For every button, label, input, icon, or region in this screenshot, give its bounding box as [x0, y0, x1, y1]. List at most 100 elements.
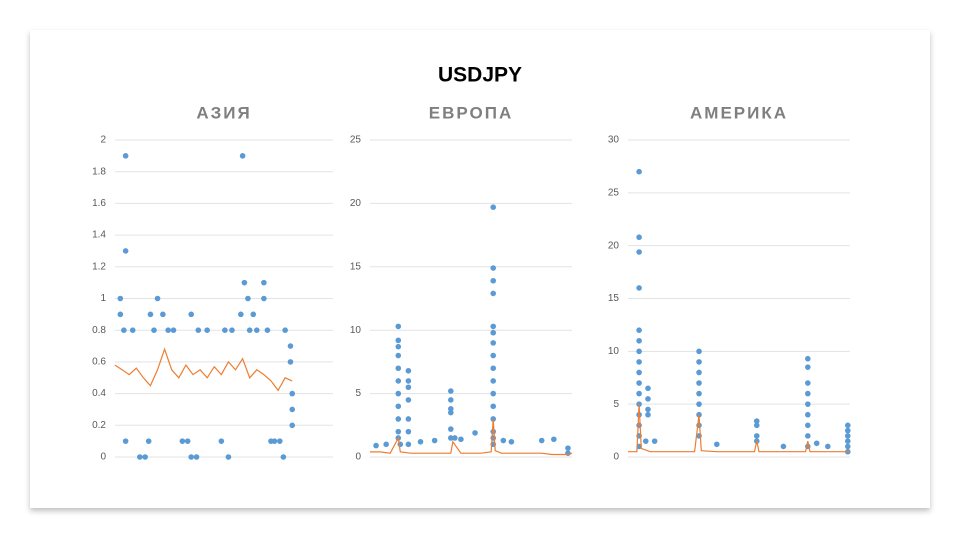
data-point — [753, 418, 760, 424]
data-point — [490, 365, 497, 372]
data-point — [844, 438, 851, 444]
data-point — [417, 438, 424, 445]
data-point — [395, 365, 402, 372]
data-point — [122, 248, 129, 254]
data-point — [147, 311, 154, 318]
data-point — [490, 204, 497, 211]
data-point — [229, 327, 235, 334]
data-point — [373, 442, 379, 449]
data-point — [277, 438, 283, 444]
data-point — [239, 153, 246, 159]
data-point — [805, 433, 811, 439]
data-point — [490, 277, 497, 284]
data-point — [405, 428, 412, 435]
data-point — [813, 440, 820, 447]
data-point — [225, 454, 232, 460]
data-point — [395, 352, 402, 359]
data-point — [636, 234, 642, 241]
data-point — [805, 422, 811, 429]
data-point — [636, 285, 642, 291]
data-point — [645, 406, 651, 413]
data-point — [271, 438, 278, 444]
data-point — [289, 422, 296, 429]
y-tick-label: 1 — [100, 293, 106, 304]
data-point — [165, 327, 171, 334]
data-point — [490, 352, 497, 359]
data-point — [405, 416, 412, 422]
data-point — [490, 428, 497, 435]
data-point — [458, 436, 464, 443]
data-point — [431, 437, 438, 444]
data-point — [383, 441, 389, 448]
data-point — [696, 380, 702, 386]
data-point — [753, 433, 760, 439]
data-point — [645, 385, 651, 392]
data-point — [160, 311, 166, 318]
data-point — [188, 311, 195, 318]
data-point — [636, 168, 642, 175]
y-tick-label: 25 — [350, 135, 362, 146]
y-tick-label: 0 — [100, 452, 106, 463]
data-point — [642, 438, 649, 444]
y-tick-label: 25 — [608, 187, 620, 198]
y-tick-label: 1.6 — [92, 198, 106, 209]
data-point — [289, 390, 296, 397]
data-point — [696, 359, 702, 365]
data-point — [714, 441, 720, 448]
y-tick-label: 20 — [608, 240, 620, 251]
data-point — [490, 329, 497, 336]
data-point — [145, 438, 152, 444]
data-point — [696, 369, 702, 376]
data-point — [238, 311, 244, 318]
data-point — [805, 380, 811, 386]
data-point — [636, 337, 642, 344]
data-point — [289, 406, 296, 413]
data-point — [261, 279, 267, 286]
y-tick-label: 0.4 — [92, 388, 106, 399]
data-point — [448, 397, 454, 403]
data-point — [448, 409, 454, 416]
data-point — [184, 438, 191, 444]
data-point — [696, 390, 702, 397]
data-point — [405, 397, 412, 403]
data-point — [636, 401, 642, 407]
data-point — [218, 438, 225, 444]
data-point — [490, 265, 497, 271]
data-point — [565, 450, 571, 456]
data-line — [628, 404, 850, 453]
data-point — [805, 390, 811, 397]
data-point — [405, 384, 412, 391]
data-point — [844, 427, 851, 434]
data-point — [645, 411, 651, 418]
y-tick-label: 1.4 — [92, 230, 106, 241]
data-point — [245, 295, 251, 302]
data-point — [241, 279, 248, 286]
y-tick-label: 10 — [608, 346, 620, 357]
y-tick-label: 30 — [608, 135, 620, 146]
data-point — [395, 403, 402, 410]
data-point — [645, 396, 651, 402]
data-point — [636, 348, 642, 355]
data-point — [565, 445, 571, 451]
data-point — [490, 390, 497, 397]
data-point — [636, 380, 642, 386]
data-point — [405, 441, 412, 448]
data-point — [825, 443, 831, 450]
data-point — [651, 438, 658, 444]
data-point — [490, 435, 497, 441]
y-tick-label: 5 — [613, 399, 619, 410]
data-point — [448, 435, 454, 441]
data-point — [805, 401, 811, 407]
y-tick-label: 1.2 — [92, 261, 106, 272]
data-point — [805, 355, 811, 362]
y-tick-label: 1.8 — [92, 166, 106, 177]
data-point — [129, 327, 136, 334]
data-point — [636, 422, 642, 429]
y-tick-label: 20 — [350, 198, 362, 209]
panel-title: АМЕРИКА — [690, 103, 788, 122]
data-point — [395, 390, 402, 397]
data-point — [154, 295, 161, 302]
data-point — [282, 327, 288, 334]
data-point — [395, 343, 402, 350]
